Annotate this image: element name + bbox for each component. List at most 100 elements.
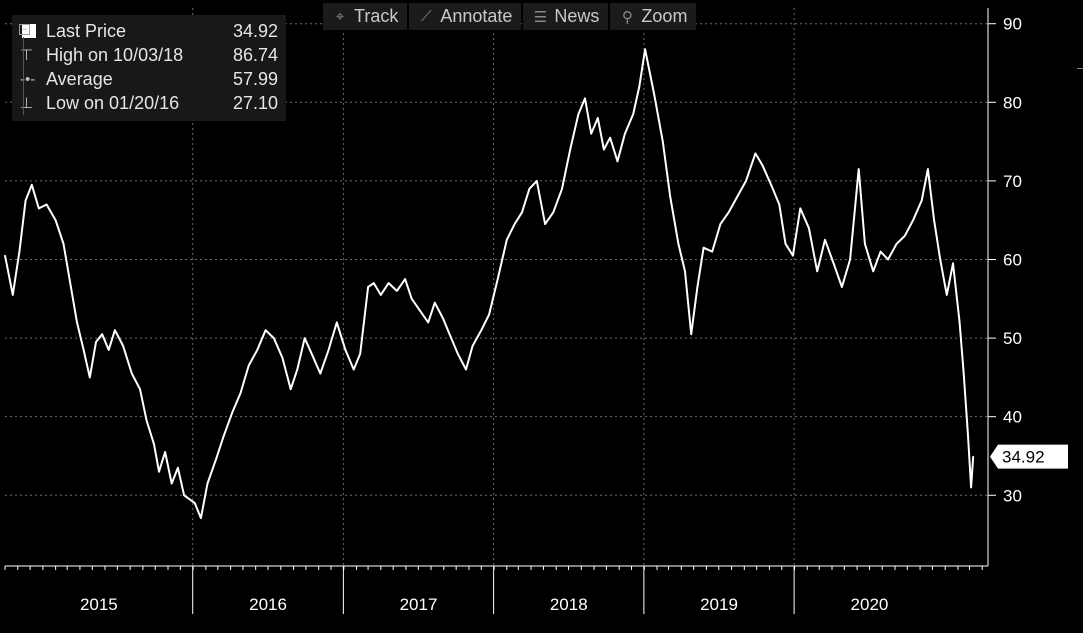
data-point [590, 132, 592, 135]
data-point [816, 270, 818, 273]
data-point [457, 353, 459, 355]
data-point [841, 286, 843, 288]
data-point [200, 517, 202, 519]
data-point [206, 482, 209, 485]
data-point [319, 372, 322, 375]
track-button[interactable]: ⌖ Track [323, 3, 408, 30]
data-point [101, 333, 103, 336]
data-point [18, 250, 21, 253]
data-point [946, 294, 948, 296]
data-point [177, 467, 179, 469]
data-point [145, 419, 148, 422]
last-price-tag-shape [990, 444, 1068, 469]
y-tick-label-90: 90 [1003, 15, 1022, 34]
data-point [465, 368, 467, 371]
data-point [616, 160, 619, 163]
data-point [609, 136, 611, 139]
annotate-label: Annotate [440, 6, 513, 26]
data-point [669, 195, 671, 198]
data-point [327, 349, 330, 351]
data-point [972, 455, 974, 458]
data-point [31, 184, 33, 186]
data-point [131, 372, 133, 375]
data-point [736, 195, 739, 198]
data-point [247, 364, 250, 367]
data-point [427, 321, 430, 324]
chart-toolbar: ⌖ Track ⟋ Annotate ☰ News ⚲ Zoom [323, 3, 697, 30]
data-point [677, 243, 680, 245]
data-point [536, 180, 538, 182]
chart-legend: − Last Price 34.92 ⊤ High on 10/03/18 86… [12, 15, 286, 121]
data-point [662, 140, 664, 143]
data-point [4, 254, 6, 257]
data-point [638, 85, 641, 88]
data-point [239, 392, 242, 394]
data-point [904, 235, 906, 237]
legend-last-price[interactable]: Last Price 34.92 [20, 19, 278, 43]
annotate-button[interactable]: ⟋ Annotate [409, 3, 522, 30]
x-year-label-2020: 2020 [851, 595, 889, 614]
data-point [653, 93, 655, 96]
series-line-last-price [4, 48, 975, 520]
data-point [45, 203, 48, 206]
data-point [824, 239, 826, 241]
data-point [624, 132, 626, 135]
data-point [153, 443, 155, 446]
news-icon: ☰ [533, 8, 548, 26]
data-point [711, 250, 713, 253]
data-point [895, 243, 898, 245]
axis-labels: 30 40 50 60 70 80 90 2015 2016 2017 2018 2019 2020 34… [80, 15, 1068, 614]
legend-average-label: Average [46, 68, 113, 89]
data-point [684, 270, 686, 273]
y-tick-label-70: 70 [1003, 172, 1022, 191]
legend-high[interactable]: ⊤ High on 10/03/18 86.74 [20, 43, 278, 67]
data-point [448, 333, 451, 336]
data-point [303, 337, 306, 339]
data-point [727, 211, 730, 214]
legend-average[interactable]: -•- Average 57.99 [20, 67, 278, 91]
last-price-tag: 34.92 [990, 444, 1068, 469]
data-point [222, 435, 225, 438]
x-year-label-2016: 2016 [249, 595, 287, 614]
magnifier-icon: ⚲ [621, 8, 633, 26]
data-point [879, 250, 882, 253]
series-layer [4, 48, 975, 520]
legend-collapse-toggle[interactable]: − [19, 24, 30, 35]
data-point [367, 286, 369, 288]
data-point [872, 270, 874, 273]
legend-last-price-value: 34.92 [232, 20, 278, 41]
zoom-label: Zoom [641, 6, 688, 26]
data-point [70, 286, 72, 288]
data-point [933, 219, 935, 221]
data-point [513, 223, 516, 225]
data-point [164, 451, 166, 453]
news-button[interactable]: ☰ News [523, 3, 609, 30]
pencil-icon: ⟋ [421, 8, 432, 25]
data-point [745, 180, 747, 182]
data-point [296, 368, 299, 371]
data-point [569, 148, 571, 151]
data-point [310, 353, 313, 355]
data-point [719, 223, 722, 225]
data-point [107, 349, 110, 351]
crosshair-icon: ⌖ [335, 8, 345, 25]
y-tick-label-50: 50 [1003, 329, 1022, 348]
data-point [95, 341, 97, 343]
x-year-label-2018: 2018 [550, 595, 588, 614]
legend-average-value: 57.99 [232, 68, 278, 89]
data-point [832, 262, 835, 265]
data-point [183, 494, 185, 497]
data-point [561, 188, 563, 190]
data-point [778, 203, 781, 206]
x-year-label-2015: 2015 [80, 595, 118, 614]
data-point [471, 345, 474, 347]
legend-low[interactable]: ⊥ Low on 01/20/16 27.10 [20, 91, 278, 115]
y-tick-label-80: 80 [1003, 93, 1022, 112]
x-year-label-2017: 2017 [400, 595, 438, 614]
y-tick-label-40: 40 [1003, 408, 1022, 427]
data-point [12, 294, 14, 296]
data-point [770, 184, 772, 186]
data-point [387, 282, 390, 284]
zoom-button[interactable]: ⚲ Zoom [610, 3, 697, 30]
legend-low-label: Low on 01/20/16 [46, 92, 180, 113]
